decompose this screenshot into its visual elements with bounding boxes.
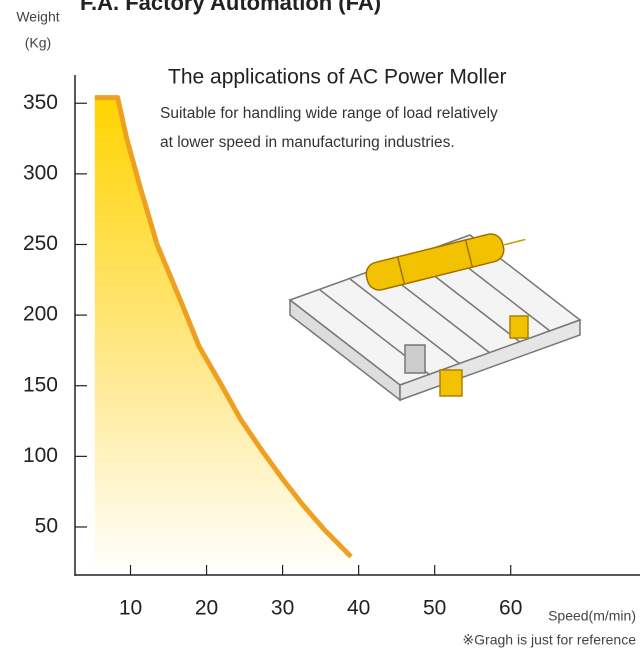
y-tick-label: 150 — [23, 373, 58, 396]
annotation-title: The applications of AC Power Moller — [168, 66, 507, 89]
annotation-line: Suitable for handling wide range of load… — [160, 105, 498, 122]
conveyor-illustration — [290, 226, 580, 400]
chart: F.A. Factory Automation (FA) Weight (Kg)… — [0, 0, 640, 655]
annotation-line: at lower speed in manufacturing industri… — [160, 134, 455, 151]
y-tick-label: 200 — [23, 303, 58, 326]
x-tick-label: 20 — [195, 597, 218, 620]
y-tick-label: 50 — [35, 515, 58, 538]
x-axis-label: Speed(m/min) — [548, 608, 636, 624]
note: ※Gragh is just for reference — [462, 632, 636, 648]
y-tick-label: 350 — [23, 91, 58, 114]
x-tick-label: 30 — [271, 597, 294, 620]
x-tick-label: 60 — [499, 597, 522, 620]
y-tick-label: 100 — [23, 444, 58, 467]
x-tick-label: 50 — [423, 597, 446, 620]
y-axis-label: Weight — [16, 9, 59, 25]
x-tick-label: 40 — [347, 597, 370, 620]
y-axis-label: (Kg) — [25, 35, 51, 51]
x-tick-label: 10 — [119, 597, 142, 620]
y-tick-label: 300 — [23, 161, 58, 184]
y-tick-label: 250 — [23, 232, 58, 255]
chart-title: F.A. Factory Automation (FA) — [80, 0, 381, 15]
